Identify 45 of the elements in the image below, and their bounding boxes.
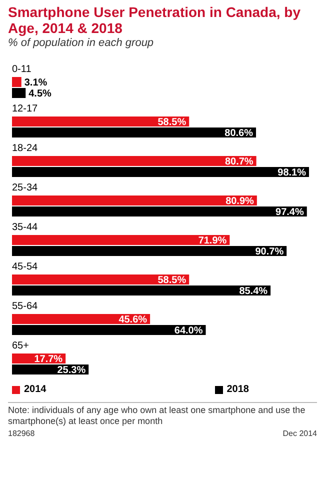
data-label: 80.9% [226, 196, 254, 207]
bar [12, 206, 307, 216]
data-label: 25.3% [57, 365, 86, 376]
data-label: 64.0% [174, 326, 203, 336]
data-label: 85.4% [239, 286, 268, 297]
y-tick-label: 35-44 [12, 222, 38, 233]
chart-subtitle: % of population in each group [8, 36, 155, 50]
data-label: 17.7% [34, 354, 63, 365]
bar [12, 286, 271, 296]
bar [12, 325, 206, 335]
text: Dec 2014 [282, 429, 317, 438]
data-label: 80.7% [224, 156, 254, 168]
legend-label: 2014 [23, 384, 46, 395]
data-label: 80.6% [224, 128, 254, 139]
bar [12, 196, 257, 206]
data-label: 58.5% [158, 275, 186, 286]
y-tick-label: 55-64 [12, 300, 38, 312]
bar [12, 116, 190, 126]
legend-label: 2018 [226, 384, 249, 395]
data-label: 98.1% [278, 168, 306, 178]
data-label: 97.4% [276, 207, 304, 218]
y-tick-label: 0-11 [12, 64, 32, 75]
data-label: 58.5% [158, 117, 186, 128]
data-label: 3.1% [24, 78, 48, 88]
y-tick-label: 12-17 [12, 103, 38, 114]
bar [12, 88, 26, 98]
bar [12, 167, 309, 177]
bar [12, 77, 22, 87]
y-tick-label: 45-54 [12, 261, 38, 272]
bar [12, 274, 190, 284]
text: 182968 [8, 429, 35, 438]
y-tick-label: 18-24 [12, 142, 38, 154]
data-label: 71.9% [198, 236, 227, 246]
data-label: 90.7% [255, 246, 284, 258]
bar [12, 156, 256, 166]
bar [12, 235, 230, 245]
y-tick-label: 65+ [12, 340, 30, 352]
y-tick-label: 25-34 [12, 182, 38, 194]
text: Note: individuals of any age who own at least one smartphone and use the smartphone(s) at least once per month [8, 402, 317, 427]
bar [12, 246, 287, 256]
chart-title: Smartphone User Penetration in Canada, by Age, 2014 & 2018 [8, 4, 302, 36]
bar [12, 314, 150, 324]
data-label: 45.6% [118, 314, 148, 326]
data-label: 4.5% [28, 88, 52, 100]
bar [12, 128, 256, 138]
